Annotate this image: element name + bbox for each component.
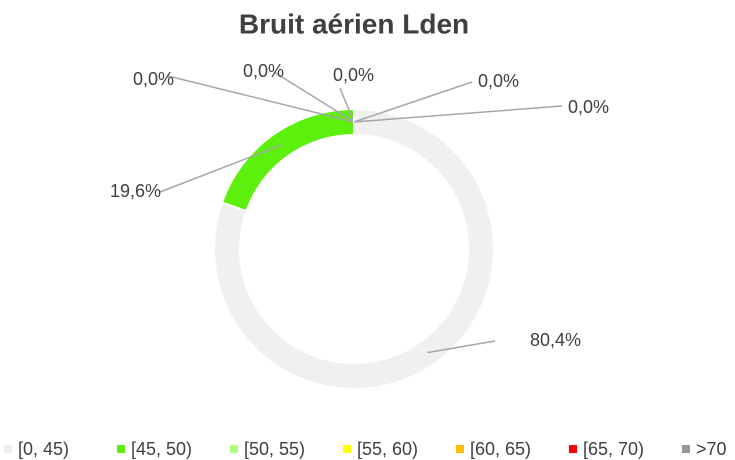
legend-label: [65, 70) (583, 439, 644, 459)
donut-segment (213, 107, 495, 390)
legend-label: [45, 50) (131, 439, 192, 459)
leader-line (353, 81, 473, 123)
leader-line (427, 340, 496, 354)
legend-marker (343, 445, 351, 453)
legend-marker (569, 445, 577, 453)
data-label: 0,0% (133, 69, 174, 89)
legend-label: >70 (696, 439, 727, 459)
data-label: 19,6% (110, 181, 161, 201)
legend-marker (4, 445, 12, 453)
legend-label: [60, 65) (470, 439, 531, 459)
data-label: 0,0% (333, 65, 374, 85)
legend-label: [55, 60) (357, 439, 418, 459)
legend-marker (117, 445, 125, 453)
legend-marker (456, 445, 464, 453)
legend-label: [0, 45) (18, 439, 69, 459)
leader-line (273, 71, 355, 123)
legend-marker (230, 445, 238, 453)
chart-title: Bruit aérien Lden (239, 8, 469, 39)
legend-label: [50, 55) (244, 439, 305, 459)
leader-line (159, 144, 281, 193)
data-label: 80,4% (530, 330, 581, 350)
leader-line (167, 75, 355, 123)
data-label: 0,0% (478, 71, 519, 91)
leader-line (339, 87, 355, 123)
legend-marker (682, 445, 690, 453)
leader-line (353, 105, 563, 123)
data-label: 0,0% (568, 97, 609, 117)
data-label: 0,0% (243, 61, 284, 81)
